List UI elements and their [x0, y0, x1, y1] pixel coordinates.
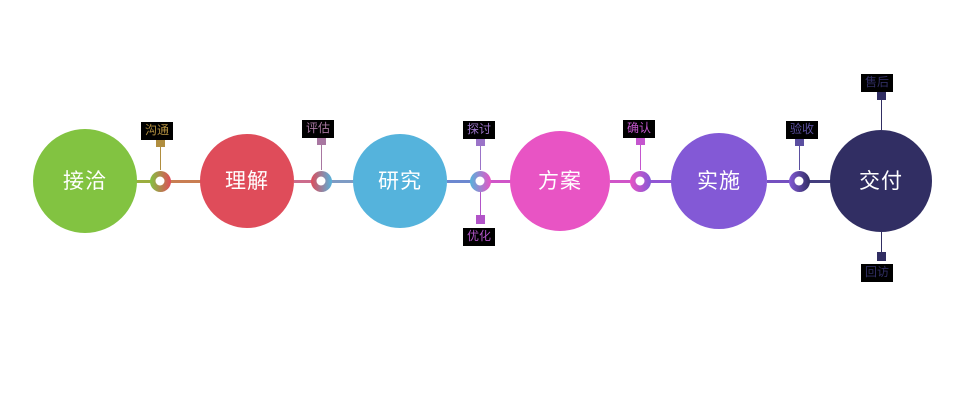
junction-hole — [794, 176, 804, 186]
stage-node-label: 交付 — [859, 169, 903, 193]
stage-node-label: 方案 — [538, 169, 582, 193]
stage-node-label: 研究 — [378, 169, 422, 193]
branch-caption[interactable]: 探讨 — [463, 121, 496, 139]
terminal-branch-stem — [881, 100, 882, 130]
branch-caption[interactable]: 沟通 — [141, 122, 174, 140]
stage-node-6[interactable]: 交付 — [830, 130, 932, 232]
branch-stem — [640, 145, 641, 170]
connector-link — [160, 180, 201, 183]
connector-link — [640, 180, 672, 183]
terminal-branch-stem — [881, 232, 882, 252]
stage-node-5[interactable]: 实施 — [671, 133, 767, 229]
junction-hole — [155, 176, 165, 186]
junction-node[interactable] — [149, 170, 171, 192]
branch-caption[interactable]: 验收 — [786, 121, 819, 139]
branch-stem — [160, 147, 161, 170]
stage-node-4[interactable]: 方案 — [510, 131, 610, 231]
branch-marker — [476, 137, 485, 146]
junction-node[interactable] — [788, 170, 810, 192]
connector-link — [799, 180, 831, 183]
stage-node-2[interactable]: 理解 — [200, 134, 294, 228]
junction-node[interactable] — [469, 170, 491, 192]
terminal-branch-caption[interactable]: 回访 — [861, 264, 894, 282]
junction-hole — [635, 176, 645, 186]
branch-caption[interactable]: 优化 — [463, 228, 496, 246]
connector-link — [321, 180, 354, 183]
junction-hole — [316, 176, 326, 186]
stage-node-3[interactable]: 研究 — [353, 134, 447, 228]
connector-link — [610, 180, 641, 183]
stage-node-1[interactable]: 接洽 — [33, 129, 137, 233]
connector-link — [133, 180, 161, 183]
branch-marker — [795, 137, 804, 146]
junction-node[interactable] — [629, 170, 651, 192]
terminal-branch-marker — [877, 91, 886, 100]
branch-stem — [480, 192, 481, 215]
connector-link — [294, 180, 322, 183]
connector-link — [480, 180, 511, 183]
branch-marker — [476, 215, 485, 224]
branch-caption[interactable]: 确认 — [623, 120, 656, 138]
connector-link — [447, 180, 481, 183]
terminal-branch-caption[interactable]: 售后 — [861, 74, 894, 92]
branch-stem — [799, 146, 800, 170]
junction-hole — [475, 176, 485, 186]
connector-link — [767, 180, 800, 183]
junction-node[interactable] — [310, 170, 332, 192]
branch-stem — [480, 146, 481, 170]
branch-stem — [321, 145, 322, 170]
terminal-branch-marker — [877, 252, 886, 261]
branch-marker — [156, 138, 165, 147]
branch-caption[interactable]: 评估 — [302, 120, 335, 138]
branch-marker — [636, 136, 645, 145]
stage-node-label: 接洽 — [63, 169, 107, 193]
branch-marker — [317, 136, 326, 145]
stage-node-label: 理解 — [225, 169, 269, 193]
stage-node-label: 实施 — [697, 169, 741, 193]
